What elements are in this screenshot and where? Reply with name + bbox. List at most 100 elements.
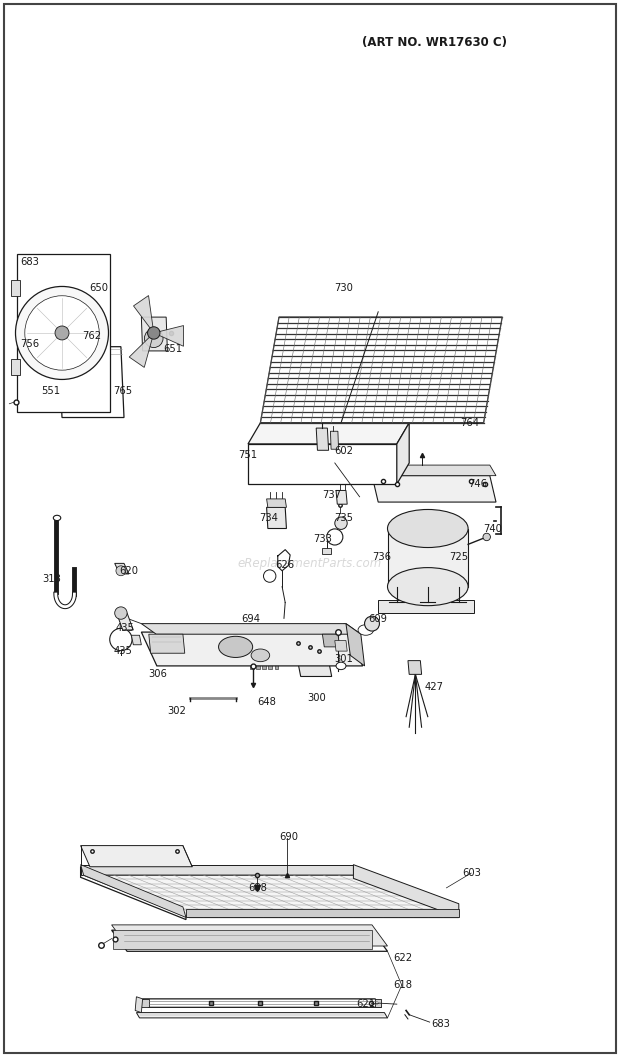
Text: 306: 306 [149, 669, 167, 680]
Text: 736: 736 [372, 552, 391, 562]
Polygon shape [135, 997, 143, 1013]
Circle shape [148, 327, 160, 339]
Polygon shape [322, 548, 331, 554]
Circle shape [264, 570, 276, 582]
Text: 650: 650 [90, 282, 108, 293]
Polygon shape [129, 333, 154, 368]
Text: 626: 626 [276, 560, 294, 571]
Ellipse shape [388, 568, 468, 606]
Text: 737: 737 [322, 489, 341, 500]
Polygon shape [408, 661, 422, 674]
Polygon shape [335, 641, 347, 651]
Circle shape [327, 528, 343, 545]
Polygon shape [136, 1013, 388, 1018]
Circle shape [483, 533, 490, 541]
Text: 733: 733 [313, 534, 332, 544]
Text: 694: 694 [242, 614, 260, 625]
Text: 730: 730 [335, 282, 353, 293]
Polygon shape [141, 317, 167, 351]
Text: 551: 551 [42, 386, 60, 396]
Polygon shape [245, 653, 285, 664]
Text: 435: 435 [113, 646, 132, 656]
Polygon shape [59, 347, 124, 418]
Polygon shape [131, 635, 141, 645]
Polygon shape [186, 909, 459, 917]
Polygon shape [353, 865, 459, 917]
Text: 302: 302 [167, 706, 186, 717]
Circle shape [55, 326, 69, 340]
Ellipse shape [388, 509, 468, 548]
Ellipse shape [336, 662, 346, 670]
Polygon shape [81, 867, 453, 920]
Polygon shape [141, 999, 149, 1007]
Text: 622: 622 [394, 952, 412, 963]
Text: 690: 690 [279, 832, 298, 842]
Polygon shape [250, 664, 254, 669]
Text: 621: 621 [356, 999, 375, 1009]
Text: 725: 725 [450, 552, 468, 562]
Polygon shape [143, 999, 381, 1007]
Text: 313: 313 [42, 574, 61, 585]
Polygon shape [282, 645, 288, 664]
Polygon shape [267, 499, 286, 507]
Text: 683: 683 [20, 257, 39, 267]
Polygon shape [375, 999, 381, 1007]
Circle shape [144, 329, 163, 348]
Text: 603: 603 [462, 868, 480, 878]
Text: 648: 648 [257, 697, 276, 707]
Text: (ART NO. WR17630 C): (ART NO. WR17630 C) [361, 36, 507, 49]
Text: 756: 756 [20, 338, 39, 349]
Polygon shape [372, 465, 496, 476]
Polygon shape [149, 634, 185, 653]
Polygon shape [256, 664, 260, 669]
Polygon shape [81, 865, 353, 875]
Polygon shape [388, 528, 468, 587]
Polygon shape [81, 846, 192, 867]
Text: 602: 602 [335, 446, 353, 457]
Polygon shape [330, 431, 339, 449]
Polygon shape [322, 634, 340, 647]
Polygon shape [460, 375, 471, 383]
Text: 751: 751 [239, 449, 257, 460]
Text: eReplacementParts.com: eReplacementParts.com [238, 557, 382, 570]
Ellipse shape [218, 636, 253, 657]
Polygon shape [141, 632, 363, 666]
Polygon shape [112, 925, 388, 946]
Polygon shape [372, 476, 496, 502]
Text: 300: 300 [307, 692, 326, 703]
Text: 435: 435 [116, 623, 135, 633]
Polygon shape [262, 664, 266, 669]
Polygon shape [112, 930, 388, 951]
Polygon shape [268, 664, 272, 669]
Text: 734: 734 [259, 513, 278, 523]
Text: 762: 762 [82, 331, 101, 341]
Polygon shape [260, 317, 502, 423]
Circle shape [365, 616, 379, 631]
Polygon shape [117, 613, 133, 630]
Polygon shape [154, 326, 184, 347]
Polygon shape [460, 409, 471, 415]
Ellipse shape [358, 625, 373, 635]
Text: 301: 301 [335, 653, 353, 664]
Polygon shape [84, 875, 459, 917]
Polygon shape [11, 359, 20, 375]
Circle shape [16, 286, 108, 379]
Circle shape [115, 607, 127, 619]
Text: 651: 651 [163, 344, 182, 354]
Polygon shape [115, 563, 129, 574]
Polygon shape [275, 664, 278, 669]
Text: 618: 618 [394, 980, 412, 990]
Text: 427: 427 [425, 682, 443, 692]
Polygon shape [141, 624, 361, 634]
Circle shape [110, 628, 132, 651]
Text: 746: 746 [468, 479, 487, 489]
Text: 764: 764 [461, 418, 479, 428]
Text: 620: 620 [120, 565, 138, 576]
Polygon shape [267, 507, 286, 528]
Polygon shape [298, 661, 332, 676]
Text: 735: 735 [335, 513, 353, 523]
Text: 609: 609 [369, 614, 388, 625]
Polygon shape [316, 428, 329, 450]
Text: 740: 740 [484, 523, 502, 534]
Polygon shape [336, 490, 347, 504]
